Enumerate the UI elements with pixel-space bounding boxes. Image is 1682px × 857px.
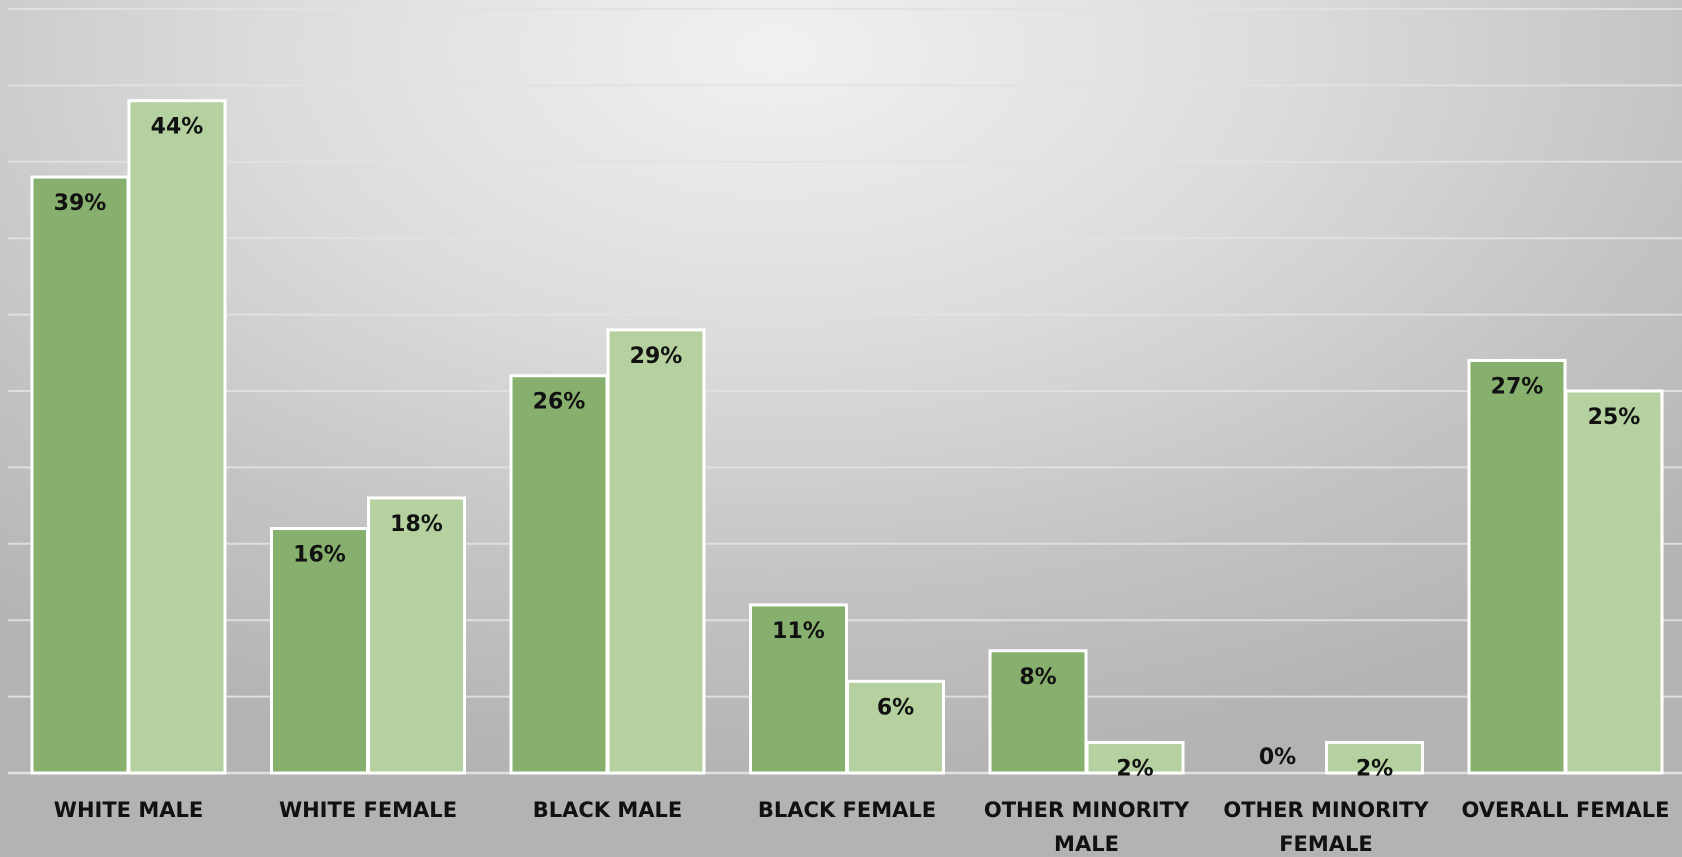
bar-series-2-2 (606, 328, 706, 775)
data-labels: 39% 44% 16% 18% 26% 29% 11% 6% 8% 2% 0% 2% 27% 25% (54, 115, 1641, 782)
category-labels: WHITE MALE WHITE FEMALE BLACK MALE BLACK FE… (54, 798, 1670, 856)
category-label: OTHER MINORITY MALE (984, 798, 1190, 856)
bar-series-2-1 (367, 496, 466, 775)
data-label: 44% (151, 115, 204, 140)
category-label: OVERALL FEMALE (1462, 798, 1670, 822)
data-label: 6% (877, 695, 914, 720)
bar-series-1-3 (749, 603, 848, 775)
data-label: 25% (1588, 405, 1641, 430)
category-label: BLACK MALE (533, 798, 683, 822)
bar-series-1-6 (1467, 358, 1567, 775)
bars (30, 99, 1664, 775)
data-label: 18% (390, 512, 443, 537)
bar-series-1-1 (270, 527, 369, 775)
data-label: 27% (1491, 374, 1544, 399)
category-label: BLACK FEMALE (758, 798, 936, 822)
bar-series-2-6 (1564, 389, 1664, 775)
data-label: 26% (533, 390, 586, 415)
data-label: 39% (54, 191, 107, 216)
bar-series-1-0 (30, 175, 130, 775)
bar-series-2-5 (1325, 740, 1424, 775)
data-label: 0% (1259, 745, 1296, 770)
bar-series-2-0 (127, 99, 227, 775)
data-label: 2% (1356, 756, 1393, 781)
data-label: 29% (630, 344, 683, 369)
category-label: WHITE MALE (54, 798, 203, 822)
category-label: OTHER MINORITY FEMALE (1223, 798, 1429, 856)
bar-series-2-3 (846, 679, 945, 775)
bar-series-1-4 (988, 649, 1088, 775)
data-label: 16% (293, 543, 346, 568)
bar-series-1-2 (509, 374, 609, 775)
data-label: 11% (772, 619, 825, 644)
data-label: 2% (1116, 756, 1153, 781)
bar-series-2-4 (1085, 740, 1185, 775)
category-label: WHITE FEMALE (279, 798, 457, 822)
data-label: 8% (1019, 665, 1056, 690)
